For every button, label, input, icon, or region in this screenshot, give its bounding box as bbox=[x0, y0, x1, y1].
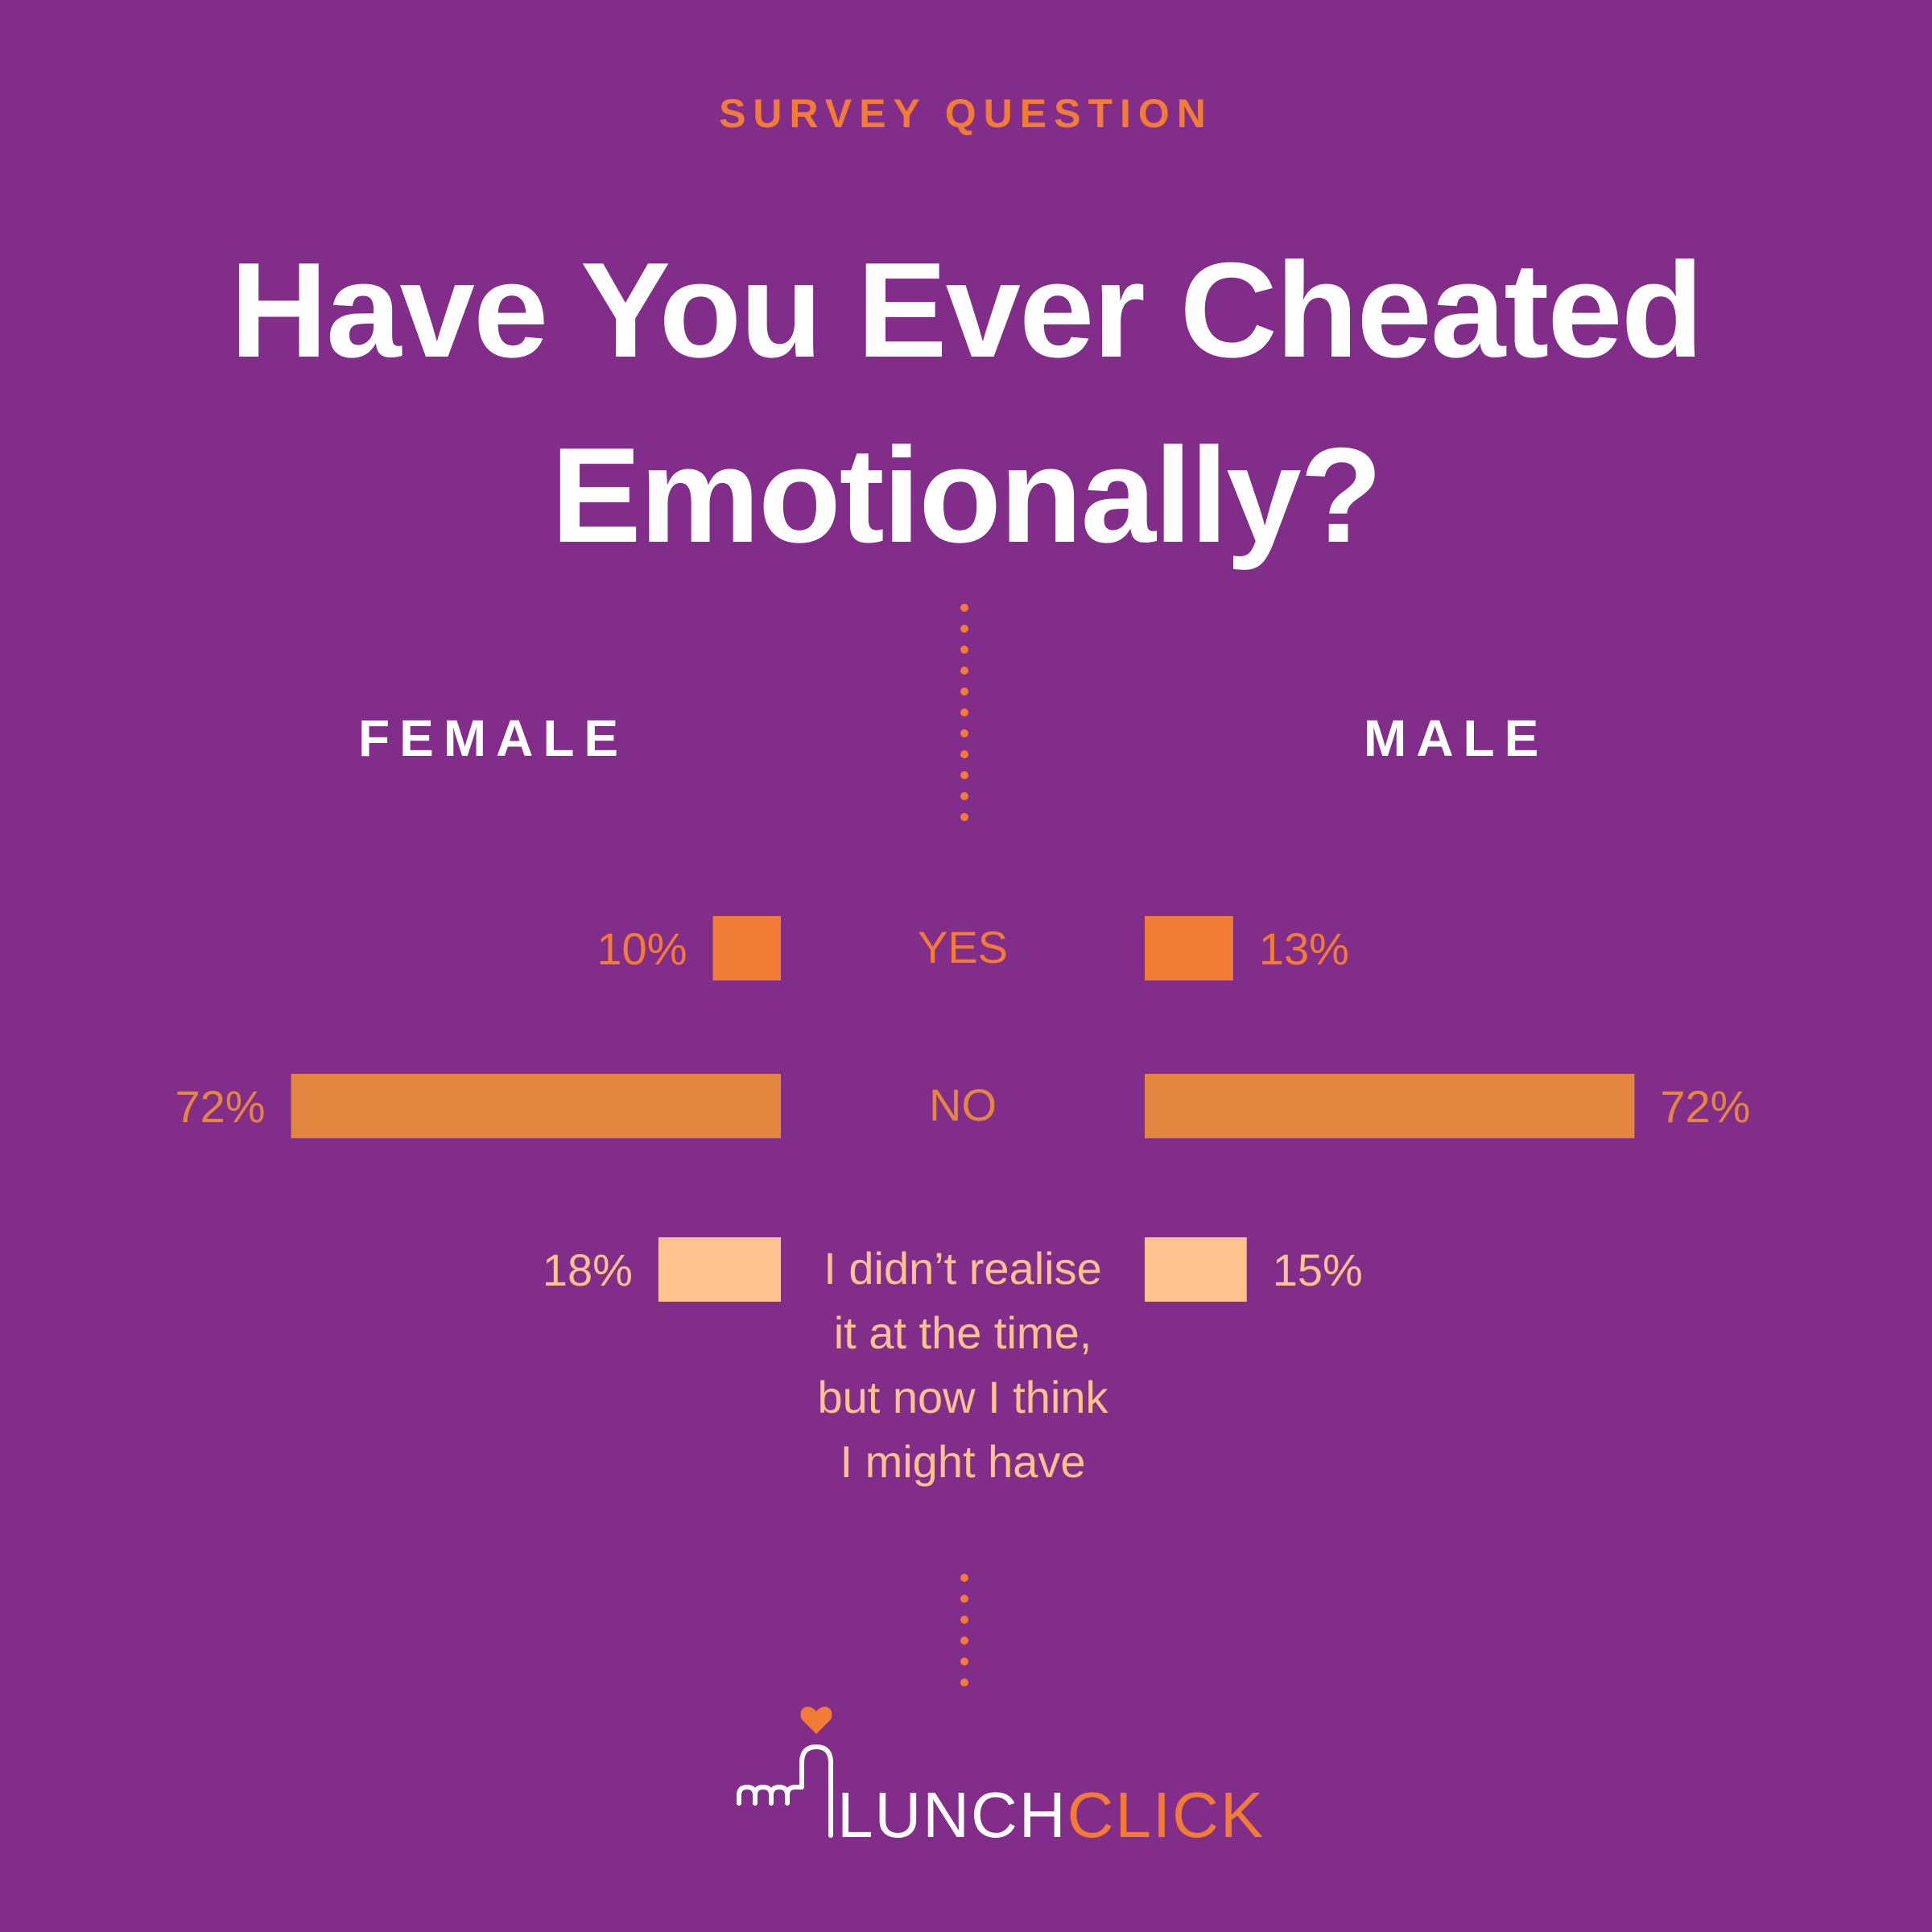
male-bar bbox=[1145, 1074, 1635, 1138]
male-bar bbox=[1145, 916, 1233, 980]
category-label: NO bbox=[929, 1080, 997, 1130]
category-label: I didn’t realise bbox=[824, 1243, 1102, 1294]
divider-dot bbox=[960, 708, 968, 716]
divider-dot bbox=[960, 625, 968, 633]
male-bar bbox=[1145, 1237, 1247, 1302]
category-label: YES bbox=[918, 922, 1008, 972]
divider-dot bbox=[960, 1616, 968, 1624]
divider-dot bbox=[960, 813, 968, 821]
category-label: but now I think bbox=[817, 1372, 1108, 1422]
female-value-label: 10% bbox=[597, 923, 687, 974]
divider-dot bbox=[960, 1657, 968, 1666]
category-label: I might have bbox=[840, 1436, 1085, 1487]
divider-dot bbox=[960, 687, 968, 696]
divider-dot bbox=[960, 667, 968, 675]
divider-dot bbox=[960, 1595, 968, 1603]
divider-dot bbox=[960, 729, 968, 737]
logo-text-white: LUNCH bbox=[837, 1779, 1067, 1851]
divider-dot bbox=[960, 771, 968, 779]
divider-dot bbox=[960, 646, 968, 654]
hand-outline-icon bbox=[737, 1744, 833, 1838]
male-value-label: 13% bbox=[1259, 923, 1349, 974]
female-bar bbox=[291, 1074, 782, 1138]
divider-dot bbox=[960, 1678, 968, 1686]
divider-dot bbox=[960, 1637, 968, 1645]
divider-dot bbox=[960, 792, 968, 800]
divider-dot bbox=[960, 750, 968, 758]
female-bar bbox=[712, 916, 781, 980]
female-value-label: 72% bbox=[175, 1081, 266, 1132]
title-line-2: Emotionally? bbox=[551, 419, 1383, 571]
male-value-label: 15% bbox=[1273, 1245, 1363, 1295]
female-heading: FEMALE bbox=[358, 709, 629, 767]
divider-dot bbox=[960, 1574, 968, 1582]
survey-eyebrow: SURVEY QUESTION bbox=[719, 91, 1213, 136]
female-bar bbox=[658, 1237, 781, 1302]
heart-hand-icon bbox=[800, 1707, 832, 1734]
logo-text-orange: CLICK bbox=[1067, 1779, 1265, 1851]
lunchclick-logo: LUNCHCLICK bbox=[737, 1707, 1265, 1851]
male-heading: MALE bbox=[1364, 709, 1549, 767]
page-title: Have You Ever Cheated Emotionally? bbox=[161, 217, 1771, 588]
title-line-1: Have You Ever Cheated bbox=[229, 234, 1704, 386]
divider-dot bbox=[960, 604, 968, 612]
logo-wordmark: LUNCHCLICK bbox=[837, 1779, 1265, 1851]
female-value-label: 18% bbox=[543, 1245, 633, 1295]
category-label: it at the time, bbox=[834, 1307, 1092, 1358]
male-value-label: 72% bbox=[1660, 1081, 1750, 1132]
